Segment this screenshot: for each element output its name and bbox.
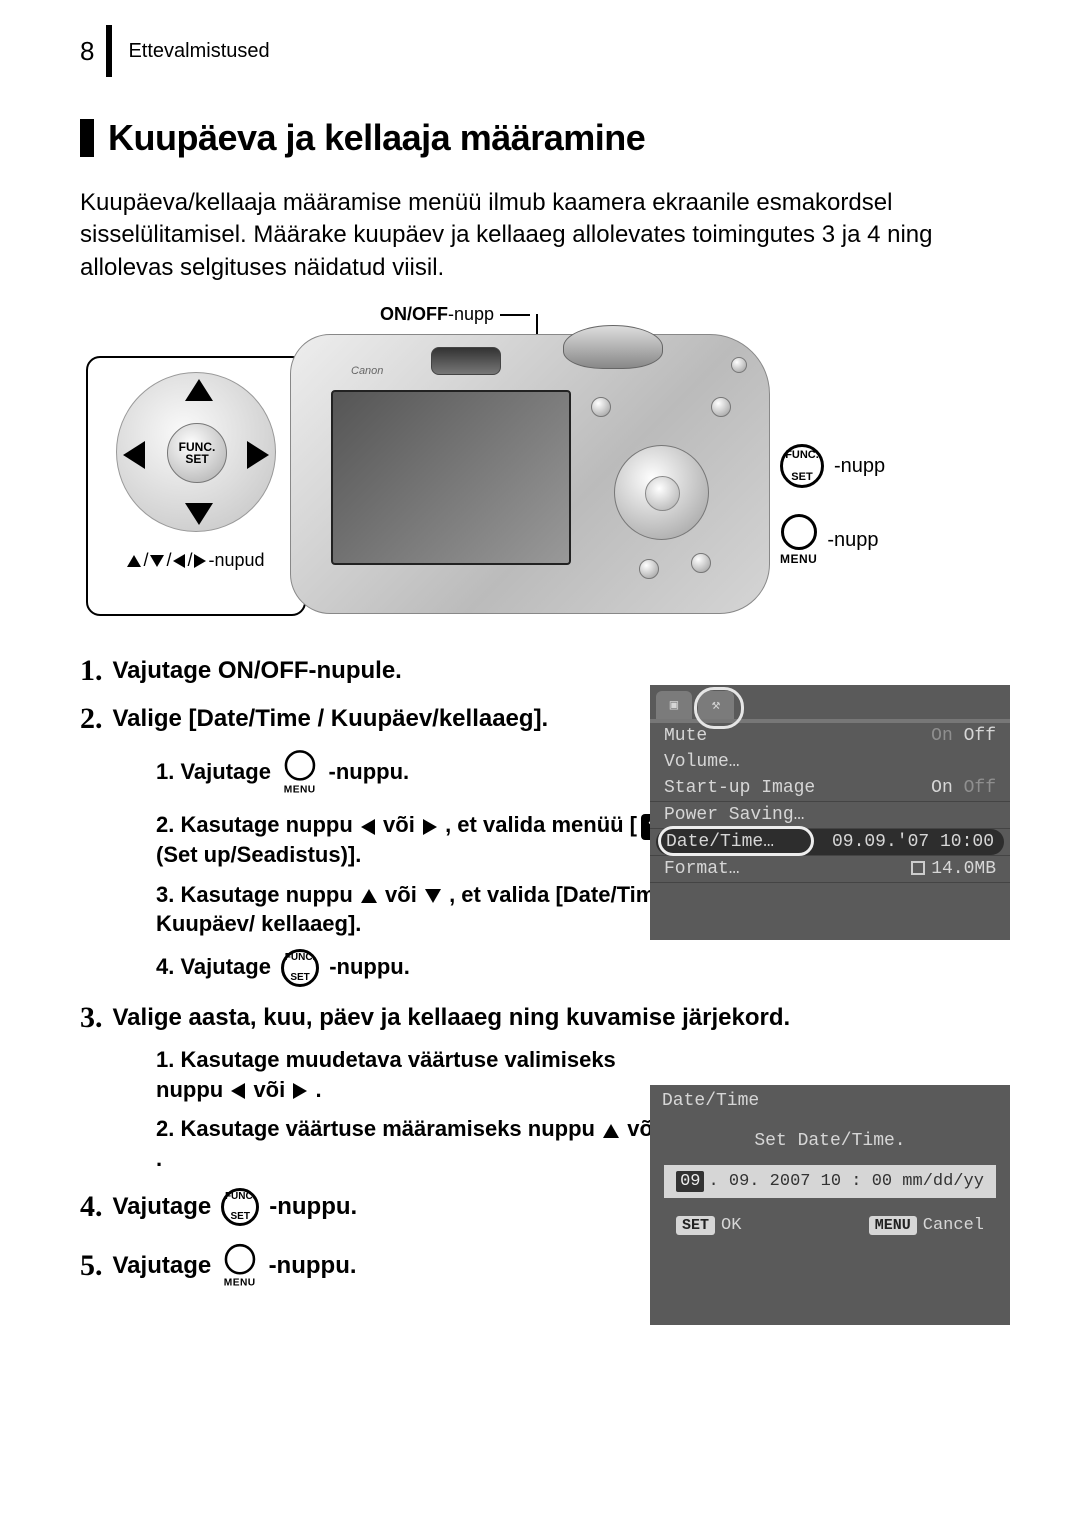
title-accent [80, 119, 94, 157]
arrow-down-icon [185, 503, 213, 525]
direction-pad-callout: FUNC.SET / / / -nupud [86, 356, 306, 616]
arrow-right-icon [423, 819, 437, 835]
substep: 2. Kasutage nuppu või , et valida menüü … [156, 810, 686, 869]
camera-button-icon [639, 559, 659, 579]
menu-label: -nupp [827, 529, 878, 552]
datetime-set-screenshot: Date/Time Set Date/Time. 09 . 09. 2007 1… [650, 1085, 1010, 1325]
func-label: -nupp [834, 455, 885, 478]
func-set-icon: FUNC.SET [221, 1188, 259, 1226]
step-text: Valige [Date/Time / Kuupäev/kellaaeg]. [113, 705, 549, 733]
menu-icon: MENU [284, 750, 316, 796]
arrow-up-icon [361, 889, 377, 903]
intro-text: Kuupäeva/kellaaja määramise menüü ilmub … [80, 187, 1000, 284]
tab-tools-icon: ⚒ [698, 691, 734, 719]
selection-ring-icon [658, 826, 814, 856]
selected-field: 09 [676, 1171, 704, 1192]
step-text: Valige aasta, kuu, päev ja kellaaeg ning… [113, 1004, 791, 1032]
substep: 1. Vajutage MENU -nuppu. [156, 746, 686, 800]
substep: 2. Kasutage väärtuse määramiseks nuppu v… [156, 1114, 686, 1173]
right-button-labels: FUNC.SET -nupp MENU -nupp [780, 444, 885, 566]
step-number: 5. [80, 1249, 103, 1283]
title-row: Kuupäeva ja kellaaja määramine [80, 117, 1000, 159]
step-number: 2. [80, 702, 103, 736]
viewfinder-icon [431, 347, 501, 375]
camera-button-icon [711, 397, 731, 417]
tab-camera-icon: ▣ [656, 691, 692, 719]
step-1: 1. Vajutage ON/OFF-nupule. [80, 654, 1000, 688]
camera-button-icon [591, 397, 611, 417]
arrow-left-icon [123, 441, 145, 469]
screen-title: Date/Time [650, 1085, 1010, 1117]
substep: 4. Vajutage FUNC.SET -nuppu. [156, 949, 686, 987]
substep: 1. Kasutage muudetava väärtuse valimisek… [156, 1045, 686, 1104]
step-number: 1. [80, 654, 103, 688]
func-set-center-icon: FUNC.SET [167, 423, 227, 483]
arrow-down-icon [425, 889, 441, 903]
arrow-up-icon [603, 1124, 619, 1138]
arrow-right-icon [293, 1083, 307, 1099]
page-number: 8 [80, 36, 94, 67]
camera-illustration: Canon [290, 334, 770, 614]
direction-pad-caption: / / / -nupud [88, 550, 304, 571]
func-set-icon: FUNC.SET [281, 949, 319, 987]
menu-icon: MENU [780, 514, 817, 566]
menu-row-datetime-selected: Date/Time… 09.09.'07 10:00 [656, 829, 1004, 855]
settings-menu-screenshot: ▣ ⚒ Mute On Off Volume… Start-up Image O… [650, 685, 1010, 940]
camera-button-icon [691, 553, 711, 573]
lcd-screen-icon [331, 390, 571, 565]
camera-brand: Canon [351, 365, 383, 377]
date-input-row: 09 . 09. 2007 10 : 00 mm/dd/yy [664, 1165, 996, 1198]
screen-subtitle: Set Date/Time. [650, 1117, 1010, 1165]
camera-figure: ON/OFF-nupp FUNC.SET / / / -nupud [80, 304, 1000, 634]
menu-tag: MENU [869, 1216, 917, 1235]
substep: 3. Kasutage nuppu või , et valida [Date/… [156, 880, 686, 939]
direction-pad-icon: FUNC.SET [116, 372, 276, 532]
menu-row-mute: Mute On Off [650, 723, 1010, 749]
mode-dial-icon [563, 325, 663, 369]
section-title: Ettevalmistused [128, 40, 269, 63]
menu-row-volume: Volume… [650, 749, 1010, 775]
step-text: Vajutage ON/OFF-nupule. [113, 657, 402, 685]
page-header: 8 Ettevalmistused [80, 25, 1000, 77]
step-number: 3. [80, 1001, 103, 1035]
func-set-icon: FUNC.SET [780, 444, 824, 488]
camera-button-icon [731, 357, 747, 373]
header-divider [106, 25, 112, 77]
page-title: Kuupäeva ja kellaaja määramine [108, 117, 645, 159]
arrow-up-icon [185, 379, 213, 401]
menu-row-power: Power Saving… [650, 801, 1010, 829]
set-tag: SET [676, 1216, 715, 1235]
control-pad-icon [614, 445, 709, 540]
menu-row-format: Format… 14.0MB [650, 855, 1010, 883]
onoff-label: ON/OFF-nupp [380, 304, 530, 325]
menu-icon: MENU [224, 1244, 256, 1288]
arrow-left-icon [361, 819, 375, 835]
arrow-right-icon [247, 441, 269, 469]
step-number: 4. [80, 1190, 103, 1224]
arrow-left-icon [231, 1083, 245, 1099]
menu-row-startup: Start-up Image On Off [650, 775, 1010, 801]
screen-footer: SETOK MENUCancel [650, 1198, 1010, 1235]
